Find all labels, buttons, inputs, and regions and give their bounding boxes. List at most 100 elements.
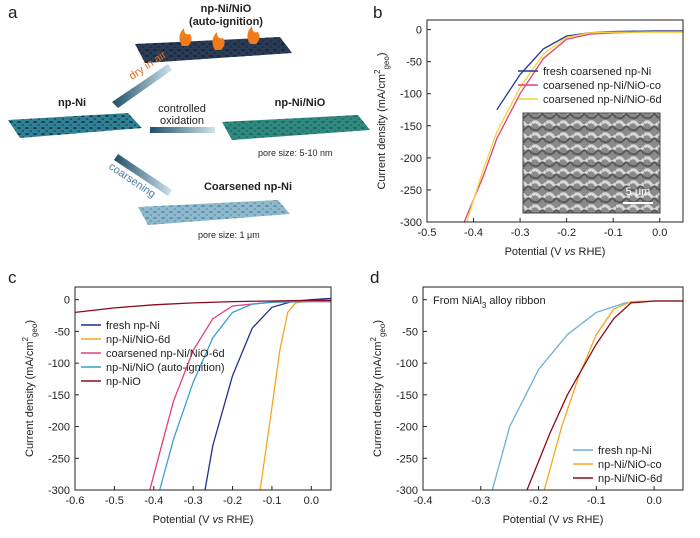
y-tick-label: -200 [48, 422, 70, 434]
text-part: RHE) [573, 514, 603, 526]
series-line [526, 300, 683, 490]
series-line [259, 300, 331, 490]
legend-label: fresh np-Ni [106, 320, 160, 332]
coarsened-pores [138, 200, 290, 225]
y-tick-label: -50 [406, 57, 422, 69]
flame [247, 26, 260, 44]
y-tick-label: -50 [54, 326, 70, 338]
chart: c -0.6 -0.5 -0.4 -0.3 -0.2 -0.1 0.0 0 -50 -100 -150… [8, 268, 332, 526]
y-tick-label: -150 [48, 390, 70, 402]
legend-label: np-Ni/NiO-6d [106, 334, 170, 346]
text-part: geo [378, 323, 387, 337]
plot-area [75, 297, 331, 490]
x-tick-label: -0.2 [223, 495, 242, 507]
text-part: alloy ribbon [486, 295, 545, 307]
y-tick-label: -100 [400, 89, 422, 101]
label: (auto-ignition) [189, 16, 263, 28]
arrow [114, 154, 172, 196]
plot-area [491, 300, 683, 490]
legend-label: fresh coarsened np-Ni [543, 66, 651, 78]
x-tick-label: -0.6 [66, 495, 85, 507]
text-part: 2 [21, 336, 30, 341]
series-line [149, 300, 331, 490]
x-tick-label: -0.2 [529, 495, 548, 507]
scale-bar-label: 5 μm [626, 186, 651, 198]
x-tick-label: -0.2 [557, 227, 576, 239]
x-tick-label: -0.4 [144, 495, 163, 507]
legend-label: np-Ni/NiO (auto-ignition) [106, 362, 225, 374]
text-part: ) [24, 320, 36, 324]
text-part: 3 [482, 301, 487, 310]
label: np-Ni/NiO [201, 3, 252, 15]
y-tick-label: -300 [396, 485, 418, 497]
arrow [150, 127, 215, 133]
flame [212, 32, 225, 50]
text-part: Current density (mA/cm [376, 74, 388, 190]
text-part: ) [376, 52, 388, 56]
y-tick-label: -150 [400, 121, 422, 133]
text-part: vs [562, 514, 574, 526]
series-line [204, 297, 331, 490]
y-tick-label: -100 [396, 358, 418, 370]
text-part: Current density (mA/cm [372, 341, 384, 457]
y-tick-label: -300 [400, 217, 422, 229]
y-tick-label: -250 [400, 185, 422, 197]
y-tick-label: -250 [48, 453, 70, 465]
label: oxidation [160, 115, 204, 127]
x-axis-label: Potential (V vs RHE) [503, 514, 604, 526]
text-part: RHE) [223, 514, 253, 526]
series-line [465, 31, 683, 222]
text-part: Current density (mA/cm [24, 341, 36, 457]
x-tick-label: -0.4 [414, 495, 433, 507]
label: controlled [158, 103, 206, 115]
y-axis-label: Current density (mA/cm2geo) [369, 320, 387, 457]
y-tick-label: 0 [416, 25, 422, 37]
text-part: ) [372, 320, 384, 324]
x-tick-label: 0.0 [304, 495, 319, 507]
text-part: Potential (V [505, 246, 565, 258]
x-tick-label: -0.5 [418, 227, 437, 239]
label: np-Ni/NiO [275, 97, 326, 109]
y-tick-label: -100 [48, 358, 70, 370]
y-tick-label: -250 [396, 453, 418, 465]
arrow [112, 64, 172, 108]
text-part: vs [212, 514, 224, 526]
y-tick-label: 0 [64, 295, 70, 307]
nio-pores [222, 115, 370, 140]
y-tick-label: -50 [402, 326, 418, 338]
text-part: Potential (V [153, 514, 213, 526]
panel-label: b [373, 3, 382, 22]
panel-label: a [8, 3, 18, 22]
inset-image [522, 112, 661, 214]
label: pore size: 5-10 nm [258, 148, 333, 158]
y-axis-label: Current density (mA/cm2geo) [373, 52, 391, 189]
text-part: Potential (V [503, 514, 563, 526]
legend-label: np-Ni/NiO-co [598, 459, 662, 471]
x-tick-label: 0.0 [652, 227, 667, 239]
y-tick-label: -200 [396, 422, 418, 434]
x-tick-label: -0.1 [262, 495, 281, 507]
legend-label: coarsened np-Ni/NiO-6d [106, 348, 225, 360]
chart: b 5 μm -0.5 -0.4 -0.3 -0.2 -0.1 0.0 0 -50 -100 -150… [373, 3, 684, 258]
x-tick-label: -0.3 [471, 495, 490, 507]
annotation: From NiAl3 alloy ribbon [433, 295, 546, 310]
legend-label: np-Ni/NiO-6d [598, 473, 662, 485]
y-tick-label: -300 [48, 485, 70, 497]
x-tick-label: -0.1 [587, 495, 606, 507]
y-axis-label: Current density (mA/cm2geo) [21, 320, 39, 457]
axes-frame [422, 286, 684, 491]
np-ni-pores [8, 113, 142, 138]
x-tick-label: -0.5 [105, 495, 124, 507]
text-part: vs [564, 246, 576, 258]
text-part: geo [382, 56, 391, 70]
legend-label: coarsened np-Ni/NiO-co [543, 80, 661, 92]
legend-label: fresh np-Ni [598, 445, 652, 457]
series-line [159, 300, 331, 490]
axes-frame [426, 19, 684, 223]
text-part: geo [30, 323, 39, 337]
x-axis-label: Potential (V vs RHE) [505, 246, 606, 258]
x-tick-label: -0.3 [511, 227, 530, 239]
x-tick-label: -0.3 [184, 495, 203, 507]
